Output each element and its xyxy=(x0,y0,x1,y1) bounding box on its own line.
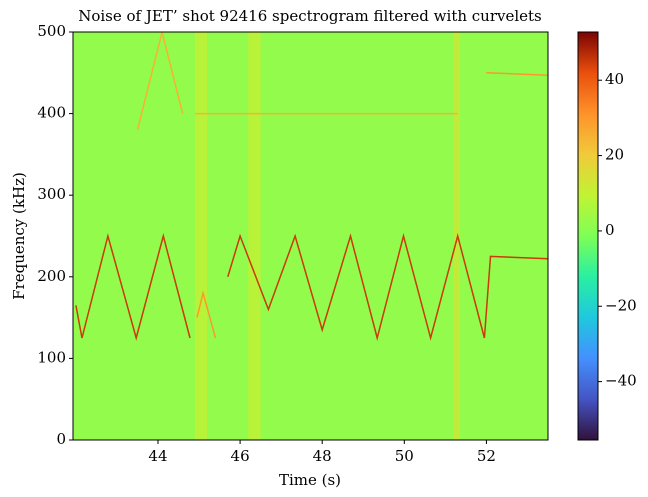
y-tick-label: 400 xyxy=(37,104,66,122)
colorbar-tick-label: 40 xyxy=(605,70,624,88)
chart-title: Noise of JET’ shot 92416 spectrogram fil… xyxy=(78,7,542,25)
frequency-trace xyxy=(136,32,184,131)
plot-area xyxy=(73,32,548,440)
spectrogram-band xyxy=(194,32,208,440)
x-tick-label: 44 xyxy=(148,447,167,465)
colorbar-tick-label: 0 xyxy=(605,221,615,239)
y-tick-label: 0 xyxy=(56,430,66,448)
spectrogram-band xyxy=(453,32,460,440)
y-axis-label: Frequency (kHz) xyxy=(10,172,28,300)
colorbar-tick-label: −40 xyxy=(605,372,637,390)
x-tick-label: 50 xyxy=(395,447,414,465)
x-tick-label: 46 xyxy=(231,447,250,465)
spectrogram-band xyxy=(248,32,261,440)
frequency-trace xyxy=(486,72,548,76)
colorbar-tick-label: −20 xyxy=(605,296,637,314)
y-tick-label: 500 xyxy=(37,22,66,40)
frequency-trace xyxy=(75,233,191,341)
plot-frame xyxy=(72,31,549,441)
x-tick-label: 48 xyxy=(313,447,332,465)
colorbar-tick-label: 20 xyxy=(605,146,624,164)
frequency-trace xyxy=(196,290,217,339)
x-tick-label: 52 xyxy=(477,447,496,465)
x-axis-label: Time (s) xyxy=(279,471,341,489)
y-tick-label: 200 xyxy=(37,267,66,285)
colorbar xyxy=(577,31,599,441)
y-tick-label: 300 xyxy=(37,185,66,203)
spectrogram-background xyxy=(73,32,548,440)
y-tick-label: 100 xyxy=(37,348,66,366)
frequency-trace xyxy=(227,233,548,341)
